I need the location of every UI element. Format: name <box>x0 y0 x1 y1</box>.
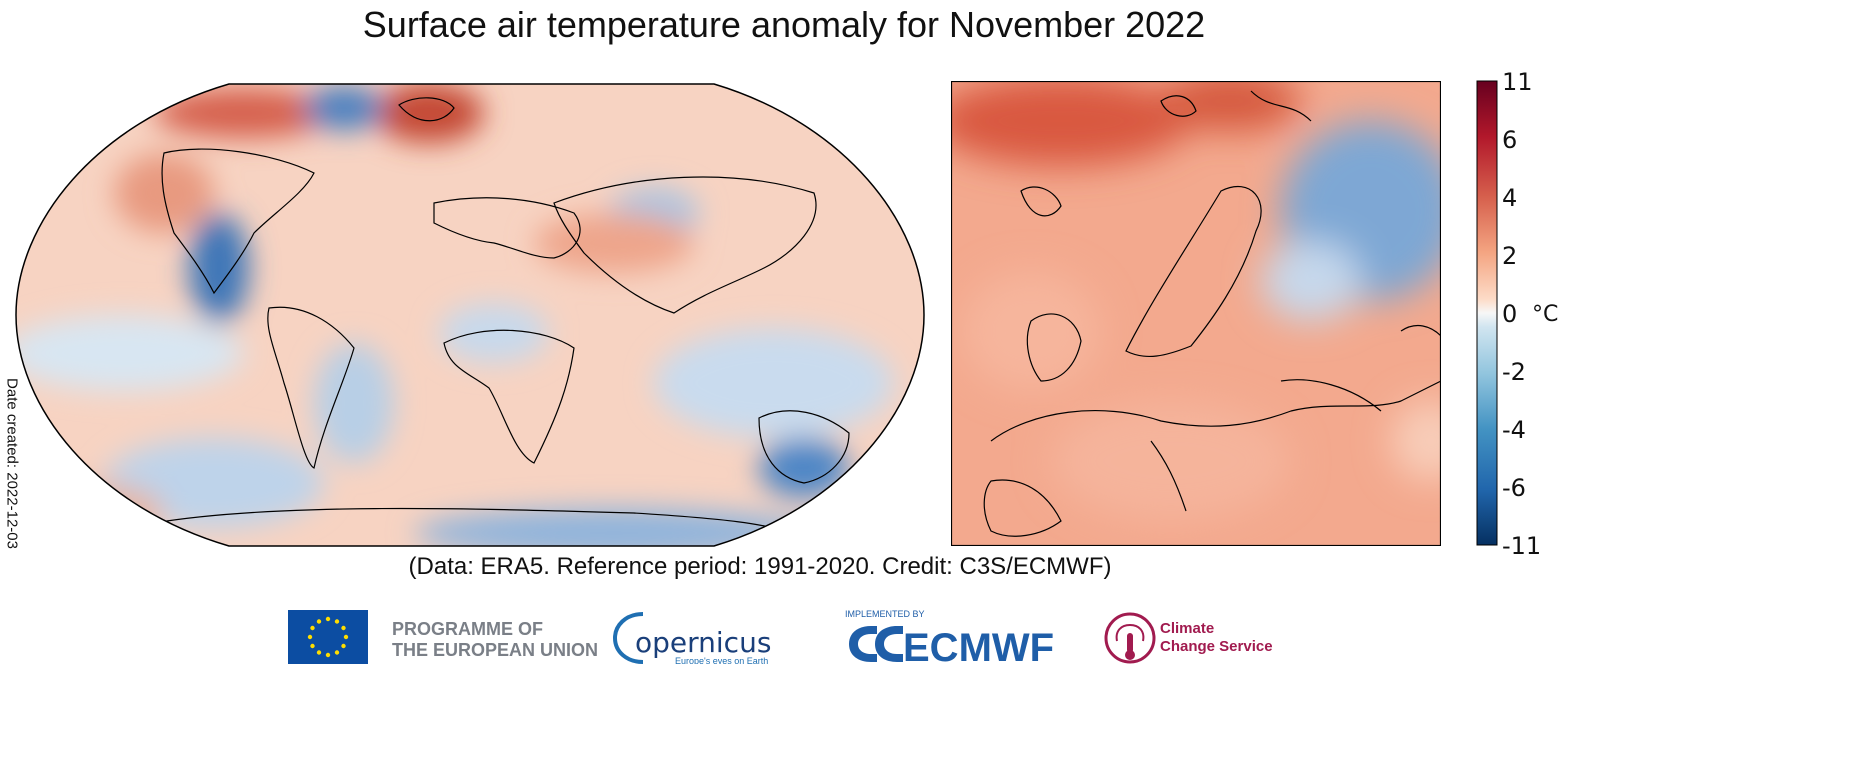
colorbar-tick: 4 <box>1502 184 1518 212</box>
colorbar-unit: °C <box>1532 302 1559 327</box>
date-created: Date created: 2022-12-03 <box>3 378 21 549</box>
colorbar-tick: 2 <box>1502 242 1518 270</box>
c3s-line-1: Climate <box>1160 620 1215 637</box>
colorbar-tick: -4 <box>1502 416 1526 444</box>
ecmwf-logo-icon: ECMWF <box>849 626 1054 664</box>
europe-anomaly-map <box>951 81 1441 546</box>
colorbar-tick: -2 <box>1502 358 1526 386</box>
eu-line-1: PROGRAMME OF <box>392 619 543 639</box>
chart-title: Surface air temperature anomaly for Nove… <box>362 4 1206 45</box>
implemented-by-label: IMPLEMENTED BY <box>845 609 925 619</box>
ecmwf-wordmark: ECMWF <box>903 626 1054 664</box>
eu-flag-icon <box>288 610 368 664</box>
c3s-line-2: Change Service <box>1160 638 1273 655</box>
colorbar-tick: 11 <box>1502 68 1533 96</box>
copernicus-tagline: Europe's eyes on Earth <box>675 656 768 664</box>
colorbar-tick: 0 <box>1502 300 1518 328</box>
colorbar-tick: 6 <box>1502 126 1518 154</box>
c3s-thermometer-icon <box>1104 612 1156 664</box>
c3s-label: Climate Change Service <box>1160 620 1273 656</box>
copernicus-logo-icon: opernicus Europe's eyes on Earth <box>613 612 771 664</box>
eu-programme-label: PROGRAMME OF THE EUROPEAN UNION <box>392 619 598 661</box>
colorbar-tick: -6 <box>1502 474 1526 502</box>
copernicus-wordmark: opernicus <box>635 626 771 659</box>
global-anomaly-map <box>15 83 925 547</box>
eu-line-2: THE EUROPEAN UNION <box>392 640 599 660</box>
colorbar <box>1476 80 1498 546</box>
colorbar-tick: -11 <box>1502 532 1542 560</box>
data-credit: (Data: ERA5. Reference period: 1991-2020… <box>408 553 1112 580</box>
